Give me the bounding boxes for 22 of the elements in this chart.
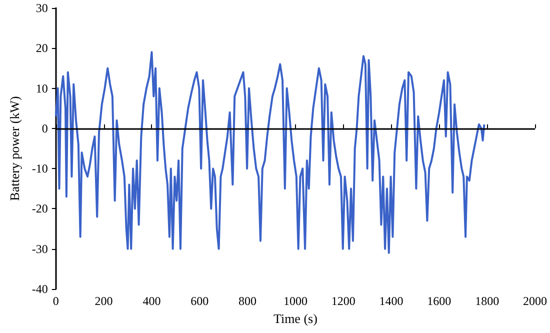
x-tick-label: 2000 bbox=[523, 294, 547, 308]
x-tick-label: 400 bbox=[142, 294, 161, 308]
x-tick-label: 0 bbox=[52, 294, 59, 308]
x-tick-label: 600 bbox=[190, 294, 209, 308]
y-tick-label: 30 bbox=[36, 1, 48, 15]
y-axis-title: Battery power (kW) bbox=[7, 96, 22, 201]
y-tick-label: 20 bbox=[36, 41, 48, 56]
y-tick-label: -40 bbox=[32, 282, 48, 296]
y-tick-label: 0 bbox=[42, 121, 48, 136]
x-tick-label: 1800 bbox=[475, 294, 500, 308]
y-tick-label: 10 bbox=[36, 81, 48, 96]
x-tick-label: 800 bbox=[238, 294, 257, 308]
x-tick-label: 1600 bbox=[427, 294, 452, 308]
y-tick-label: -10 bbox=[32, 162, 48, 176]
x-tick-label: 1000 bbox=[283, 294, 308, 308]
x-tick-label: 1200 bbox=[331, 294, 356, 308]
y-tick-label: -30 bbox=[32, 242, 48, 256]
y-tick-label: -20 bbox=[32, 202, 48, 216]
x-tick-label: 200 bbox=[94, 294, 113, 308]
x-axis-title: Time (s) bbox=[273, 310, 318, 326]
x-tick-label: 1400 bbox=[379, 294, 404, 308]
line-series bbox=[54, 51, 486, 254]
